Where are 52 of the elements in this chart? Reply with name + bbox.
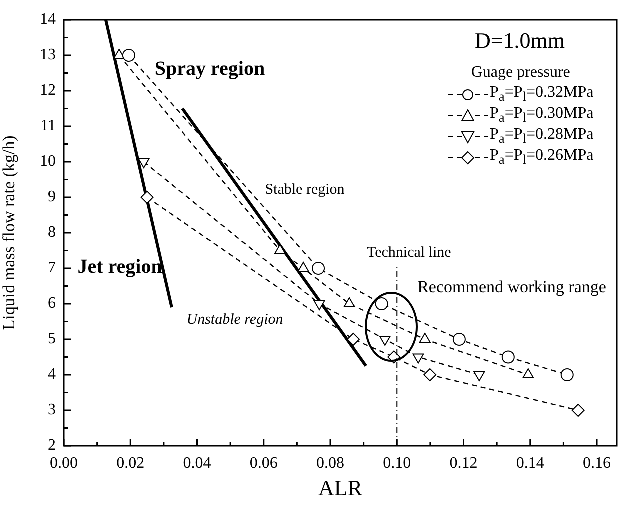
x-tick-label: 0.14 <box>516 454 544 472</box>
x-tick-label: 0.00 <box>50 454 78 472</box>
point <box>572 404 585 417</box>
y-tick-label: 13 <box>40 46 56 64</box>
point <box>375 298 388 310</box>
annotation: Unstable region <box>186 312 284 328</box>
y-tick-label: 5 <box>48 330 56 348</box>
annotation: Stable region <box>265 182 346 198</box>
x-tick-label: 0.08 <box>316 454 345 472</box>
point <box>114 49 125 59</box>
point <box>452 333 466 346</box>
legend-label: P$_{a}$=P$_{l}$=0.30MPa <box>490 104 594 126</box>
y-tick-label: 12 <box>40 82 56 100</box>
y-tick-label: 3 <box>48 402 56 419</box>
point <box>346 333 360 346</box>
x-tick-label: 0.04 <box>183 454 212 472</box>
point <box>140 191 154 204</box>
y-tick-label: 14 <box>40 11 56 28</box>
y-tick-label: 11 <box>40 118 56 135</box>
legend-label: P$_{a}$=P$_{l}$=0.32MPa <box>490 84 594 106</box>
point <box>344 298 356 308</box>
y-tick-label: 8 <box>48 224 56 242</box>
point <box>122 49 136 62</box>
x-tick-label: 0.02 <box>116 454 145 472</box>
x-axis-title: ALR <box>318 476 363 501</box>
y-tick-label: 10 <box>40 153 56 170</box>
x-tick-label: 0.10 <box>383 454 412 472</box>
y-tick-label: 9 <box>48 188 56 206</box>
x-tick-label: 0.16 <box>583 454 612 472</box>
ref-line-label: Technical line <box>366 244 452 261</box>
x-tick-label: 0.12 <box>450 454 478 472</box>
legend-title: Guage pressure <box>470 64 572 82</box>
y-tick-label: 6 <box>48 295 56 312</box>
point <box>424 368 437 382</box>
legend-label: P$_{a}$=P$_{l}$=0.28MPa <box>490 126 594 148</box>
y-axis-title: Liquid mass flow rate (kg/h) <box>0 136 19 330</box>
point <box>560 368 574 382</box>
point <box>502 350 515 364</box>
point <box>522 368 534 378</box>
legend-label: P$_{a}$=P$_{l}$=0.26MPa <box>490 146 594 168</box>
annotation: Jet region <box>78 256 162 278</box>
annotation: D=1.0mm <box>474 28 566 53</box>
y-tick-label: 4 <box>48 366 56 384</box>
x-tick-label: 0.06 <box>250 454 278 472</box>
y-tick-label: 2 <box>48 437 56 454</box>
point <box>298 262 310 272</box>
y-tick-label: 7 <box>48 260 56 277</box>
annotation: Recommend working range <box>418 277 606 296</box>
point <box>312 262 326 275</box>
point <box>419 333 431 343</box>
annotation: Spray region <box>154 58 266 80</box>
point <box>274 244 286 254</box>
